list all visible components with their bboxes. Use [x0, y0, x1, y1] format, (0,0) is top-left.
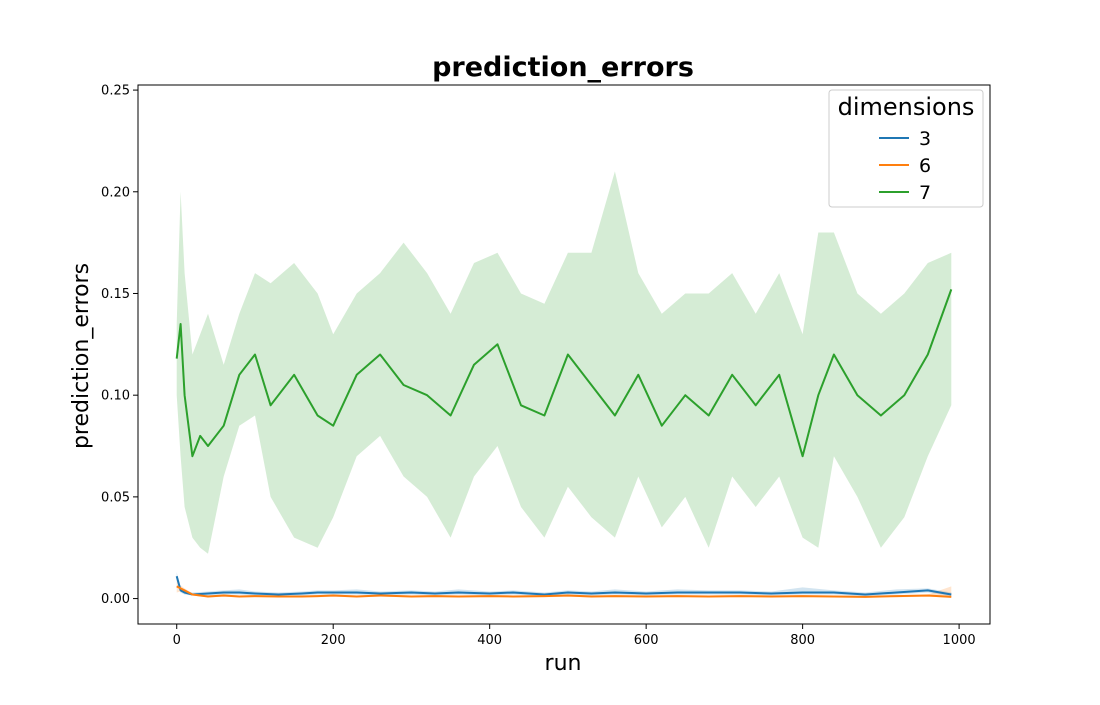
x-axis-ticks: 0 200 400 600 800 1000 — [173, 624, 976, 648]
x-tick-label: 200 — [321, 633, 346, 648]
y-tick-label: 0.05 — [101, 490, 130, 505]
series-line-3 — [175, 575, 952, 596]
y-axis-label: prediction_errors — [69, 263, 94, 449]
y-tick-label: 0.10 — [101, 389, 130, 404]
x-tick-label: 1000 — [943, 633, 976, 648]
plot-frame — [137, 84, 991, 625]
x-tick-label: 0 — [173, 633, 181, 648]
legend-frame — [828, 89, 984, 208]
x-axis-label: run — [545, 651, 582, 676]
chart-title: prediction_errors — [432, 52, 694, 83]
y-tick-label: 0.15 — [101, 287, 130, 302]
legend-label-7: 7 — [919, 182, 931, 204]
legend-label-6: 6 — [919, 155, 931, 177]
confidence-bands — [176, 171, 952, 598]
series-line-7 — [175, 289, 953, 458]
y-tick-label: 0.25 — [101, 84, 130, 99]
x-tick-label: 600 — [634, 633, 659, 648]
y-tick-label: 0.00 — [101, 592, 130, 607]
y-tick-label: 0.20 — [101, 185, 130, 200]
x-tick-label: 800 — [790, 633, 815, 648]
y-axis-ticks: 0.00 0.05 0.10 0.15 0.20 0.25 — [101, 84, 138, 607]
series-lines — [175, 289, 953, 598]
x-tick-label: 400 — [477, 633, 502, 648]
series-line-6 — [176, 585, 952, 598]
legend: dimensions 3 6 7 — [828, 89, 984, 208]
legend-title: dimensions — [838, 93, 975, 121]
legend-label-3: 3 — [919, 128, 931, 150]
